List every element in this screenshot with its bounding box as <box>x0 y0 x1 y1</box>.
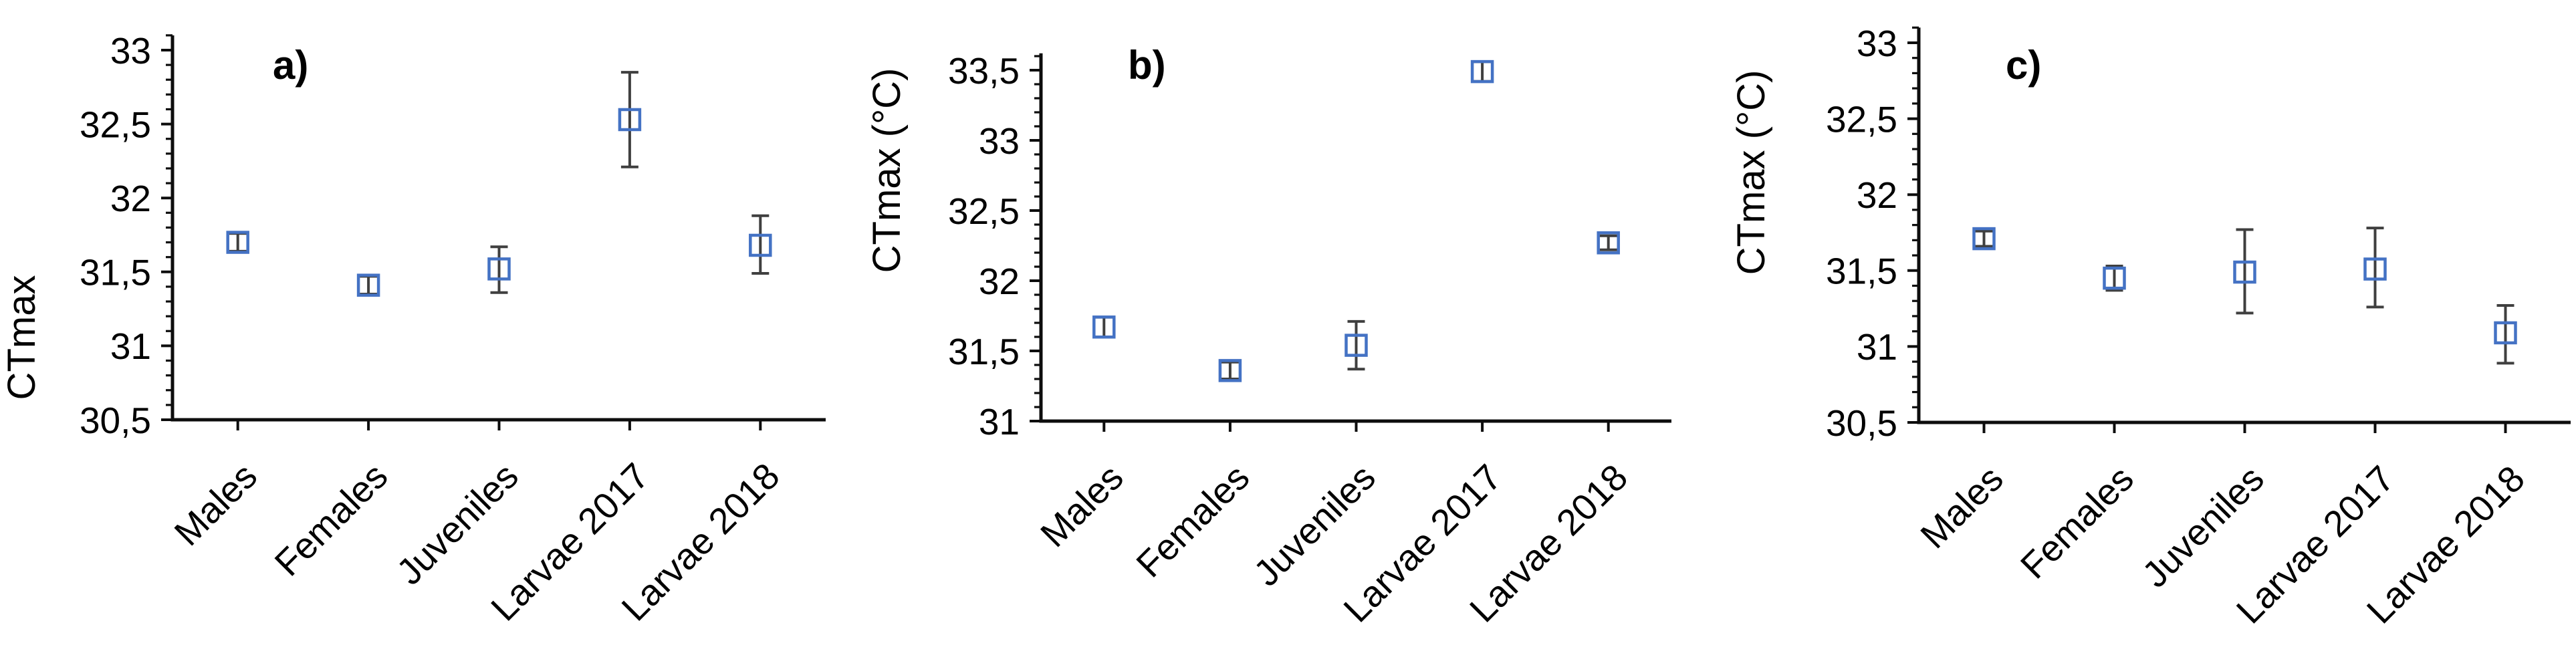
panel-label: a) <box>273 43 308 88</box>
data-marker <box>1470 59 1494 84</box>
data-marker <box>1597 231 1620 255</box>
chart-panel-a: CTmax 30,5 31 31,5 32 32,5 33 Males Females Juven… <box>0 0 858 645</box>
y-tick-label: 33 <box>1857 23 1897 64</box>
x-category-label: Juveniles <box>2134 458 2272 596</box>
x-category-label: Males <box>166 455 265 554</box>
y-tick-label: 32 <box>1857 174 1897 216</box>
data-marker <box>618 108 642 132</box>
x-category-label: Males <box>1912 458 2011 557</box>
panel-label: c) <box>2006 43 2041 88</box>
y-axis-title: CTmax (°C) <box>1730 70 1773 275</box>
y-tick-label: 31,5 <box>80 252 151 293</box>
data-marker <box>2363 257 2387 281</box>
x-category-label: Males <box>1032 457 1131 555</box>
data-marker <box>1092 315 1116 339</box>
data-marker <box>356 273 380 297</box>
data-marker <box>749 233 772 257</box>
y-tick-label: 31 <box>979 401 1020 442</box>
y-tick-label: 33 <box>979 120 1020 162</box>
data-marker <box>2494 321 2517 345</box>
chart-panel-c-svg: CTmax (°C) 30,5 31 31,5 32 32,5 33 Males Females… <box>1730 23 2571 632</box>
chart-panel-b: CTmax (°C) 31 31,5 32 32,5 33 33,5 Males Females… <box>858 0 1718 645</box>
y-tick-label: 30,5 <box>1826 402 1897 444</box>
y-tick-label: 32,5 <box>1826 98 1897 140</box>
x-category-label: Females <box>1128 457 1257 586</box>
y-tick-label: 32,5 <box>948 190 1020 232</box>
y-tick-label: 32 <box>110 178 151 219</box>
y-tick-label: 32,5 <box>80 104 151 145</box>
data-marker <box>2233 260 2256 284</box>
x-category-label: Juveniles <box>388 455 526 593</box>
y-axis-title: CTmax (°C) <box>865 68 909 273</box>
chart-panel-c: CTmax (°C) 30,5 31 31,5 32 32,5 33 Males Females… <box>1718 0 2576 645</box>
y-tick-label: 33,5 <box>948 50 1020 92</box>
data-marker <box>1218 359 1242 382</box>
data-marker <box>1972 227 1996 251</box>
data-marker <box>487 257 511 281</box>
y-tick-label: 31,5 <box>948 331 1020 372</box>
panel-label: b) <box>1128 43 1166 88</box>
y-tick-label: 31 <box>110 326 151 367</box>
y-tick-label: 32 <box>979 261 1020 302</box>
data-marker <box>226 231 249 254</box>
y-tick-label: 31,5 <box>1826 251 1897 292</box>
y-tick-label: 30,5 <box>80 400 151 441</box>
chart-panel-b-svg: CTmax (°C) 31 31,5 32 32,5 33 33,5 MalesFemales… <box>865 43 1671 630</box>
x-category-label: Females <box>267 455 396 584</box>
y-tick-label: 33 <box>110 30 151 72</box>
data-marker <box>1344 334 1368 357</box>
x-category-label: Females <box>2012 458 2141 587</box>
chart-panel-a-svg: CTmax 30,5 31 31,5 32 32,5 33 Males FemalesJuven… <box>0 30 826 629</box>
data-marker <box>2103 266 2126 290</box>
y-axis-title: CTmax <box>0 275 43 400</box>
y-tick-label: 31 <box>1857 326 1897 368</box>
